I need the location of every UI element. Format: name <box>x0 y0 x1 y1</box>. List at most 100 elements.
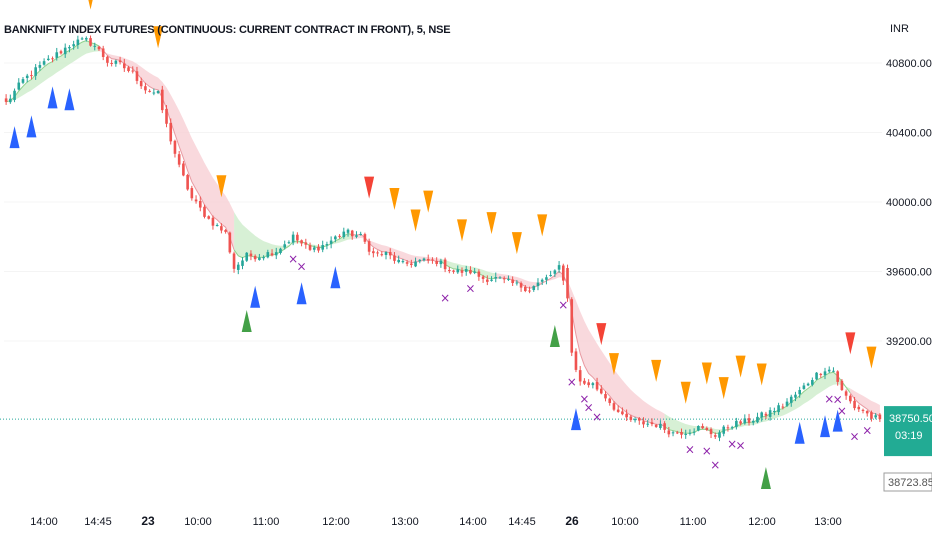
orange-sell-triangle-icon <box>410 209 421 232</box>
candle-body <box>114 60 118 64</box>
blue-buy-triangle-icon <box>570 408 581 431</box>
candle-body <box>106 56 109 63</box>
candle-body <box>367 241 371 252</box>
candle-body <box>452 270 455 272</box>
candle-body <box>646 423 650 425</box>
candle-body <box>853 400 856 409</box>
candle-body <box>473 271 476 273</box>
candle-body <box>574 351 578 370</box>
candle-body <box>591 383 595 386</box>
candle-body <box>186 174 189 190</box>
candle-body <box>101 48 105 57</box>
candle-body <box>393 255 396 261</box>
candle-body <box>604 394 607 399</box>
candle-body <box>253 255 257 260</box>
candle-body <box>540 279 544 282</box>
candle-body <box>528 290 531 292</box>
candle-body <box>266 252 270 258</box>
purple-x-icon: × <box>465 281 475 295</box>
candle-body <box>363 234 367 242</box>
purple-x-icon: × <box>558 298 568 312</box>
candle-body <box>701 426 704 429</box>
blue-buy-triangle-icon <box>794 421 805 444</box>
candle-body <box>211 217 215 226</box>
candle-body <box>334 236 337 240</box>
time-tick-label: 12:00 <box>322 516 350 528</box>
candle-body <box>857 406 861 410</box>
candle-body <box>675 432 679 434</box>
candle-body <box>621 411 624 415</box>
candle-body <box>773 410 776 412</box>
candle-body <box>317 246 320 251</box>
candle-body <box>207 216 211 219</box>
candle-body <box>650 422 654 425</box>
candle-body <box>4 98 8 102</box>
candle-body <box>515 282 519 284</box>
blue-buy-triangle-icon <box>820 415 831 438</box>
orange-sell-triangle-icon <box>537 214 548 237</box>
candle-body <box>372 251 375 254</box>
purple-x-icon: × <box>288 252 298 266</box>
candle-body <box>435 260 438 264</box>
candle-body <box>460 270 464 273</box>
candle-body <box>811 380 814 385</box>
time-tick-label: 23 <box>141 514 155 528</box>
trend-band-layer <box>5 39 881 435</box>
candle-body <box>118 60 122 63</box>
time-axis[interactable]: 14:00 14:45 23 10:00 11:00 12:00 13:00 14:00 14:… <box>30 514 842 528</box>
candle-body <box>713 435 717 437</box>
candle-body <box>249 253 253 257</box>
candle-body <box>9 98 12 103</box>
candle-body <box>177 154 181 165</box>
candle-body <box>148 90 151 92</box>
candle-body <box>827 369 831 372</box>
candle-body <box>802 385 806 389</box>
candle-body <box>486 279 489 282</box>
blue-buy-triangle-icon <box>47 86 58 109</box>
candle-body <box>532 286 536 290</box>
time-tick-label: 10:00 <box>184 516 212 528</box>
candle-body <box>63 47 67 55</box>
candle-body <box>524 286 527 292</box>
purple-x-icon: × <box>727 437 737 451</box>
candle-body <box>578 370 582 382</box>
chart-title: BANKNIFTY INDEX FUTURES (CONTINUOUS: CUR… <box>4 24 451 36</box>
blue-buy-triangle-icon <box>832 409 843 432</box>
candle-body <box>110 62 113 64</box>
candle-body <box>536 282 540 287</box>
candle-body <box>376 252 379 254</box>
candle-body <box>760 412 764 418</box>
candle-body <box>232 253 236 269</box>
candle-body <box>17 82 21 90</box>
candle-body <box>418 259 422 262</box>
candle-body <box>498 277 502 279</box>
candle-body <box>414 261 417 267</box>
candle-body <box>300 240 303 244</box>
purple-x-icon: × <box>702 444 712 458</box>
orange-sell-triangle-icon <box>651 359 662 382</box>
candle-body <box>152 92 156 94</box>
candle-body <box>448 270 451 272</box>
candle-body <box>42 61 46 65</box>
blue-buy-triangle-icon <box>26 115 37 138</box>
candle-body <box>739 421 742 424</box>
candle-body <box>870 412 873 419</box>
trend-band <box>440 258 496 279</box>
candle-body <box>566 268 569 299</box>
candle-body <box>663 423 666 430</box>
candle-body <box>131 70 135 72</box>
candle-body <box>135 71 139 81</box>
candle-body <box>599 388 603 394</box>
candle-body <box>726 427 730 429</box>
price-axis[interactable]: INR 40800.00 40400.00 40000.00 39600.00 39200… <box>883 23 932 492</box>
candle-body <box>612 403 616 410</box>
low-price-value: 38723.85 <box>888 477 932 489</box>
candle-body <box>777 405 780 413</box>
candle-body <box>431 259 434 261</box>
orange-sell-triangle-icon <box>701 362 712 385</box>
candle-body <box>156 90 160 93</box>
candle-body <box>595 382 599 390</box>
price-tick-label: 39200.00 <box>886 336 932 348</box>
